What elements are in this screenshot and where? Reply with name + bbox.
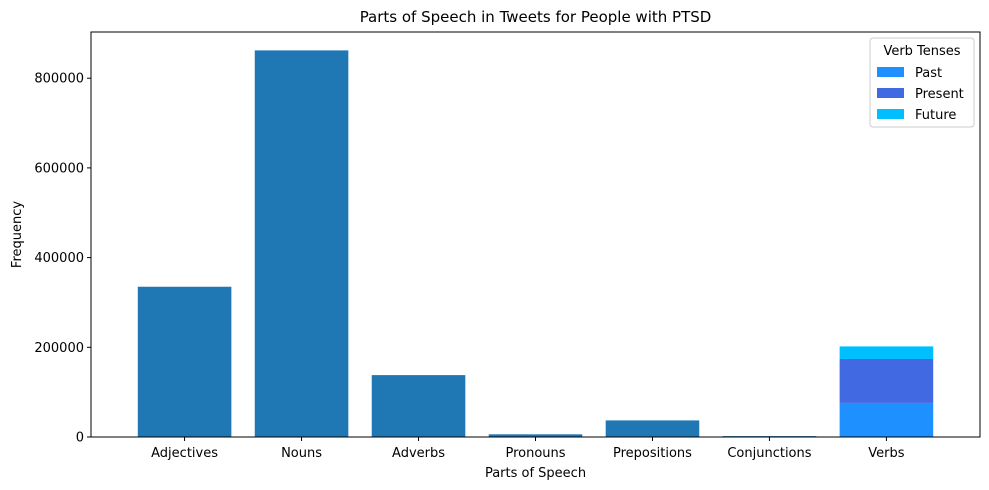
x-tick-label: Pronouns (505, 446, 565, 461)
y-axis-ticks: 0 200000 400000 600000 800000 (34, 72, 91, 446)
bar-nouns (254, 50, 349, 438)
chart-title: Parts of Speech in Tweets for People wit… (360, 8, 712, 26)
bars-group (137, 50, 934, 438)
x-axis-ticks: Adjectives Nouns Adverbs Pronouns Prepositio… (151, 437, 905, 461)
legend-swatch-present (877, 88, 904, 98)
bar-adjectives (137, 286, 232, 437)
x-tick-label: Verbs (868, 446, 904, 461)
x-axis-label: Parts of Speech (485, 466, 586, 481)
x-tick-label: Adverbs (392, 446, 445, 461)
bar-pronouns (488, 434, 583, 437)
bar-prepositions (605, 420, 700, 437)
x-tick-label: Adjectives (151, 446, 218, 461)
bar-adverbs (371, 375, 466, 437)
y-axis-label: Frequency (10, 201, 25, 268)
x-tick-label: Prepositions (613, 446, 692, 461)
bar-verbs-future (839, 346, 934, 359)
legend: Verb Tenses Past Present Future (869, 37, 975, 128)
plot-frame (90, 31, 981, 438)
legend-box (869, 37, 975, 128)
legend-label-future: Future (915, 108, 956, 123)
legend-swatch-future (877, 109, 904, 119)
legend-swatch-past (877, 67, 904, 77)
x-tick-label: Conjunctions (727, 446, 811, 461)
legend-label-present: Present (915, 87, 964, 102)
legend-entries: Past Present Future (877, 66, 964, 123)
y-tick-label: 800000 (34, 72, 84, 87)
y-tick-label: 200000 (34, 341, 84, 356)
bar-verbs-past (839, 402, 934, 437)
legend-label-past: Past (915, 66, 942, 81)
y-tick-label: 400000 (34, 251, 84, 266)
y-tick-label: 600000 (34, 161, 84, 176)
bar-verbs-present (839, 358, 934, 403)
legend-title: Verb Tenses (883, 44, 960, 59)
x-tick-label: Nouns (281, 446, 322, 461)
y-tick-label: 0 (76, 431, 84, 446)
